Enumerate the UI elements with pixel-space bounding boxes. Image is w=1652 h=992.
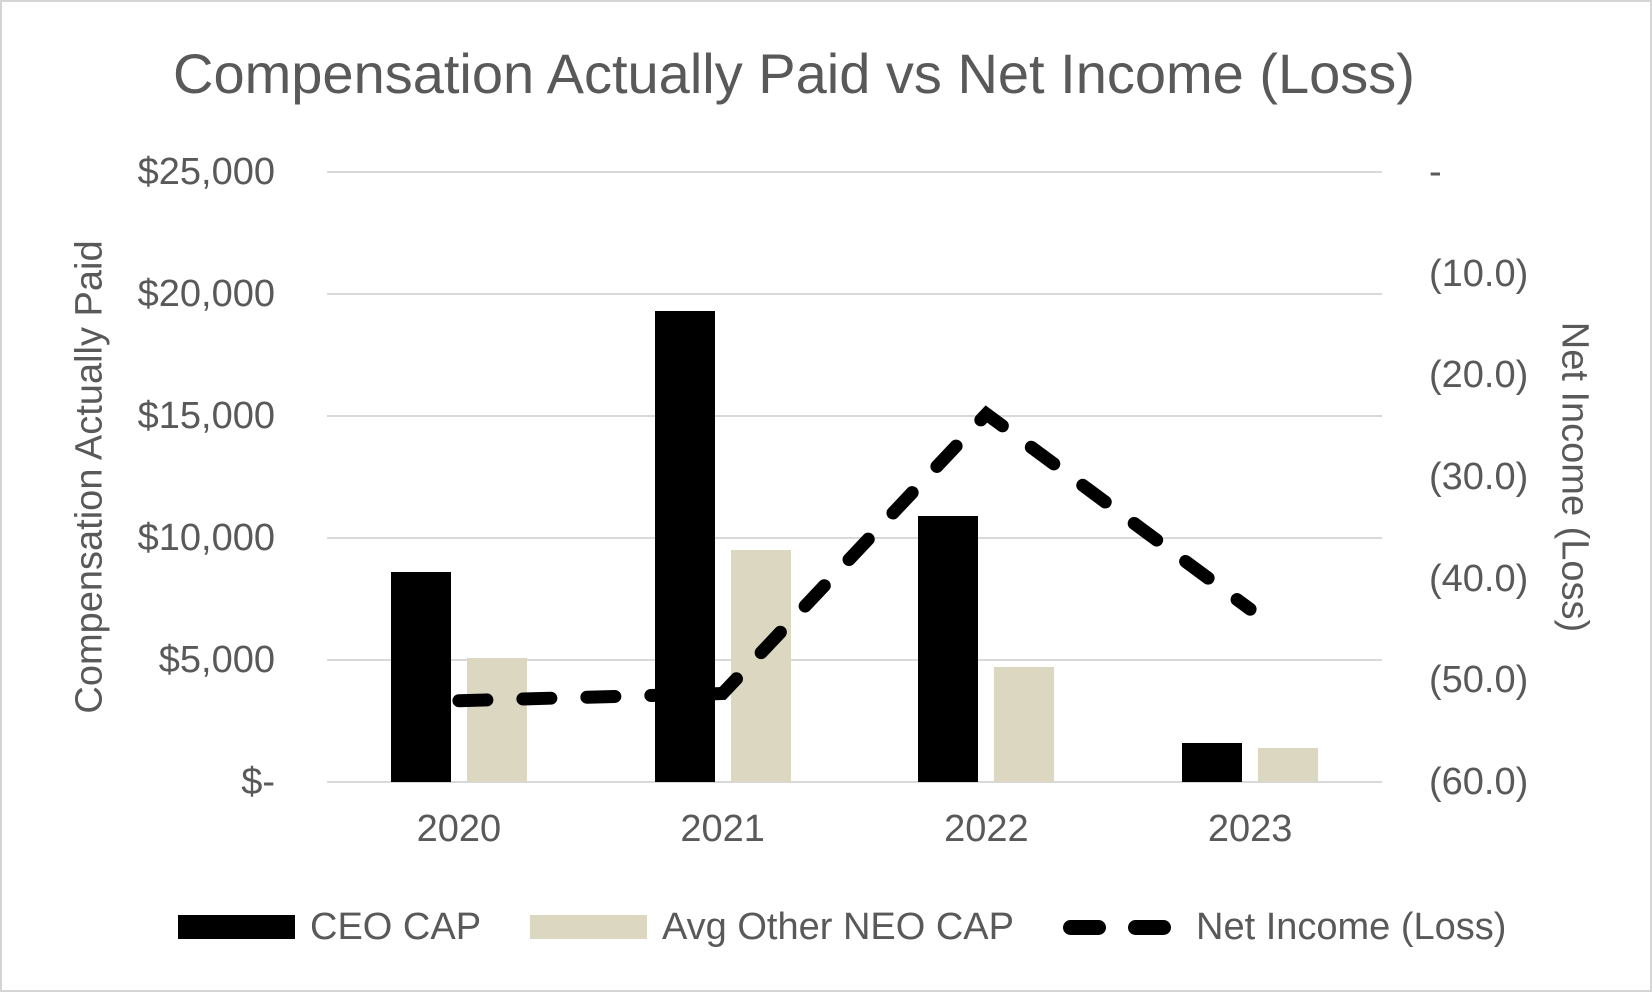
legend-item-avg-other-neo-cap: Avg Other NEO CAP — [530, 900, 1014, 954]
left-axis-tick-label: $5,000 — [158, 639, 275, 681]
bar-ceo-cap-2022 — [918, 516, 979, 782]
left-axis-tick-label: $20,000 — [137, 273, 275, 315]
legend-swatch — [530, 915, 647, 939]
x-axis-tick-label: 2022 — [944, 808, 1029, 850]
gridline — [327, 537, 1382, 539]
left-axis-tick-label: $10,000 — [137, 517, 275, 559]
right-axis-tick-label: - — [1429, 151, 1442, 193]
bar-avg-other-neo-cap-2020 — [466, 658, 527, 782]
legend-item-ceo-cap: CEO CAP — [178, 900, 481, 954]
legend-dash — [1063, 919, 1106, 935]
legend-item-net-income-loss-: Net Income (Loss) — [1063, 900, 1506, 954]
legend-dash-marker — [1063, 919, 1171, 935]
gridline — [327, 659, 1382, 661]
bar-ceo-cap-2021 — [654, 311, 715, 782]
left-axis-tick-label: $15,000 — [137, 395, 275, 437]
legend-swatch — [178, 915, 295, 939]
gridline — [327, 293, 1382, 295]
x-axis-line — [327, 781, 1382, 783]
legend-label: CEO CAP — [310, 905, 482, 948]
gridline — [327, 171, 1382, 173]
net-income-line — [452, 405, 1257, 708]
right-axis-tick-label: (20.0) — [1429, 354, 1529, 397]
right-axis-tick-label: (30.0) — [1429, 456, 1529, 498]
bar-avg-other-neo-cap-2022 — [994, 667, 1055, 782]
bar-avg-other-neo-cap-2021 — [730, 550, 791, 782]
legend-label: Net Income (Loss) — [1196, 905, 1507, 948]
gridline — [327, 415, 1382, 417]
right-axis-tick-label: (40.0) — [1429, 557, 1529, 600]
right-axis-tick-label: (10.0) — [1429, 252, 1529, 295]
plot-area — [327, 171, 1382, 783]
legend-label: Avg Other NEO CAP — [662, 905, 1014, 948]
left-axis-tick-label: $- — [241, 761, 275, 803]
x-axis-tick-label: 2023 — [1207, 808, 1293, 850]
net-income-line-layer — [452, 405, 1257, 708]
bar-avg-other-neo-cap-2023 — [1258, 748, 1319, 782]
right-axis-tick-label: (50.0) — [1429, 659, 1529, 702]
left-axis-tick-label: $25,000 — [137, 151, 275, 193]
right-axis-title: Net Income (Loss) — [1553, 321, 1596, 633]
x-axis-tick-label: 2020 — [416, 808, 502, 850]
legend-dash — [1128, 919, 1171, 935]
chart-title: Compensation Actually Paid vs Net Income… — [173, 42, 1415, 105]
bar-ceo-cap-2023 — [1182, 743, 1243, 782]
bar-ceo-cap-2020 — [390, 572, 451, 782]
right-axis-tick-label: (60.0) — [1429, 761, 1529, 803]
x-axis-tick-label: 2021 — [680, 808, 765, 850]
